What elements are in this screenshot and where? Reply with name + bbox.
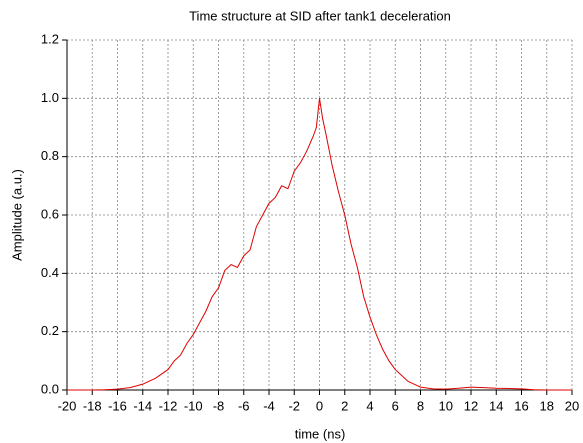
x-tick-label: 0 [316,398,323,413]
y-axis-title: Amplitude (a.u.) [9,169,24,261]
x-tick-label: -12 [159,398,178,413]
y-tick-label: 1.0 [41,90,59,105]
x-tick-label: -16 [108,398,127,413]
x-tick-label: 20 [565,398,579,413]
x-tick-label: 4 [366,398,373,413]
y-tick-label: 0.2 [41,323,59,338]
x-tick-label: 14 [489,398,503,413]
y-tick-label: 0.0 [41,381,59,396]
x-tick-label: -4 [263,398,275,413]
y-tick-label: 0.6 [41,206,59,221]
x-tick-label: 8 [417,398,424,413]
y-tick-label: 1.2 [41,31,59,46]
y-tick-label: 0.8 [41,148,59,163]
x-tick-label: 10 [439,398,453,413]
x-tick-label: 12 [464,398,478,413]
x-tick-label: 18 [540,398,554,413]
data-line [67,98,572,391]
x-tick-label: 16 [514,398,528,413]
x-tick-label: 2 [341,398,348,413]
x-tick-label: -2 [288,398,300,413]
x-tick-label: -14 [133,398,152,413]
x-tick-label: -18 [83,398,102,413]
x-tick-label: 6 [392,398,399,413]
x-tick-label: -20 [58,398,77,413]
x-tick-label: -8 [213,398,225,413]
x-tick-label: -6 [238,398,250,413]
x-tick-label: -10 [184,398,203,413]
x-axis-title: time (ns) [295,426,346,441]
y-tick-label: 0.4 [41,265,59,280]
chart-title: Time structure at SID after tank1 decele… [189,8,451,23]
